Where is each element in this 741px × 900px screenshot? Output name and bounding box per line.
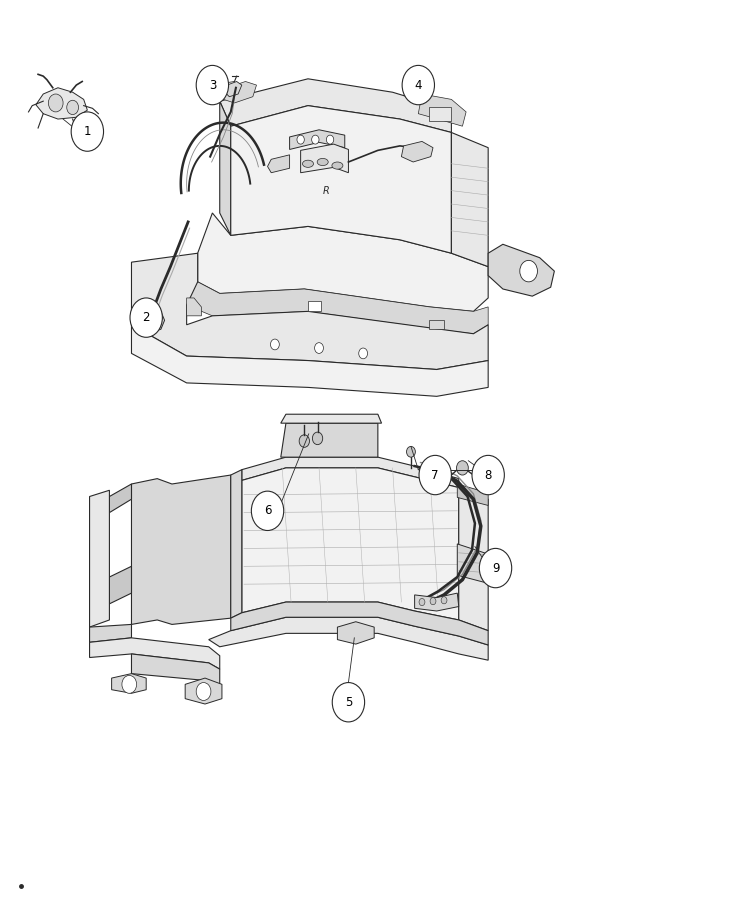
- Polygon shape: [337, 622, 374, 644]
- Polygon shape: [36, 88, 87, 119]
- Polygon shape: [457, 544, 488, 582]
- Circle shape: [479, 548, 512, 588]
- Polygon shape: [131, 475, 230, 625]
- Polygon shape: [230, 470, 242, 618]
- Text: 6: 6: [264, 504, 271, 518]
- Circle shape: [441, 597, 447, 604]
- Polygon shape: [220, 101, 230, 235]
- Polygon shape: [187, 298, 202, 316]
- Circle shape: [430, 598, 436, 605]
- Polygon shape: [451, 132, 488, 266]
- Polygon shape: [187, 282, 488, 334]
- Polygon shape: [110, 566, 131, 604]
- Circle shape: [472, 455, 505, 495]
- Circle shape: [407, 446, 416, 457]
- Polygon shape: [402, 141, 433, 162]
- Circle shape: [71, 112, 104, 151]
- Polygon shape: [131, 325, 488, 396]
- Circle shape: [332, 682, 365, 722]
- Polygon shape: [198, 213, 488, 311]
- Polygon shape: [230, 105, 451, 253]
- Polygon shape: [225, 82, 242, 96]
- Text: R: R: [323, 185, 330, 195]
- Circle shape: [326, 135, 333, 144]
- Polygon shape: [131, 654, 220, 687]
- Polygon shape: [301, 144, 348, 173]
- Polygon shape: [268, 155, 290, 173]
- Text: 7: 7: [431, 469, 439, 482]
- Circle shape: [402, 66, 434, 104]
- Polygon shape: [290, 130, 345, 149]
- Circle shape: [196, 682, 211, 700]
- Polygon shape: [457, 484, 488, 506]
- Polygon shape: [131, 253, 488, 370]
- Circle shape: [359, 348, 368, 359]
- Bar: [308, 301, 322, 311]
- Ellipse shape: [332, 162, 343, 169]
- Circle shape: [297, 135, 305, 144]
- Polygon shape: [90, 638, 220, 669]
- Circle shape: [196, 66, 228, 104]
- Polygon shape: [185, 678, 222, 704]
- Circle shape: [419, 598, 425, 606]
- Polygon shape: [90, 491, 110, 627]
- Text: 8: 8: [485, 469, 492, 482]
- Circle shape: [312, 135, 319, 144]
- Polygon shape: [112, 673, 146, 693]
- Polygon shape: [488, 244, 554, 296]
- Polygon shape: [220, 79, 451, 132]
- Text: 3: 3: [209, 78, 216, 92]
- Circle shape: [419, 455, 451, 495]
- Ellipse shape: [317, 158, 328, 166]
- Polygon shape: [429, 320, 444, 329]
- Bar: [429, 107, 451, 121]
- Polygon shape: [242, 468, 459, 620]
- Polygon shape: [139, 311, 165, 334]
- Text: 2: 2: [142, 311, 150, 324]
- Polygon shape: [223, 82, 256, 103]
- Polygon shape: [281, 423, 378, 457]
- Text: 9: 9: [492, 562, 499, 574]
- Polygon shape: [459, 488, 488, 631]
- Circle shape: [130, 298, 162, 338]
- Circle shape: [315, 343, 323, 354]
- Circle shape: [48, 94, 63, 112]
- Polygon shape: [110, 484, 131, 513]
- Circle shape: [251, 491, 284, 530]
- Polygon shape: [242, 457, 459, 488]
- Circle shape: [299, 435, 310, 447]
- Polygon shape: [230, 602, 488, 645]
- Circle shape: [122, 675, 136, 693]
- Text: 4: 4: [414, 78, 422, 92]
- Ellipse shape: [302, 160, 313, 167]
- Circle shape: [456, 461, 468, 475]
- Circle shape: [270, 339, 279, 350]
- Circle shape: [313, 432, 322, 445]
- Text: 5: 5: [345, 696, 352, 708]
- Polygon shape: [281, 414, 382, 423]
- Polygon shape: [209, 617, 488, 661]
- Text: 1: 1: [84, 125, 91, 138]
- Polygon shape: [90, 625, 131, 643]
- Circle shape: [519, 260, 537, 282]
- Polygon shape: [415, 593, 459, 611]
- Circle shape: [67, 100, 79, 114]
- Polygon shape: [419, 94, 466, 126]
